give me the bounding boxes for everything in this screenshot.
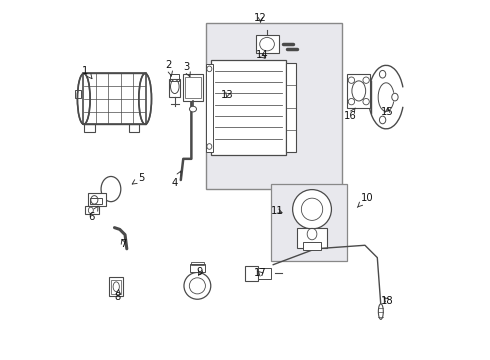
Text: 17: 17 [254,268,267,278]
Bar [245,266,258,280]
Bar [85,206,98,214]
Bar [206,64,213,152]
Ellipse shape [171,80,179,94]
Ellipse shape [77,73,90,124]
Bar [347,74,370,108]
Text: 11: 11 [271,206,284,216]
Text: 6: 6 [88,206,98,222]
Text: 2: 2 [166,60,172,76]
Ellipse shape [184,273,211,299]
Bar [74,90,81,98]
Text: 16: 16 [344,108,357,121]
Bar [212,60,286,155]
Text: 14: 14 [256,50,268,60]
Text: 8: 8 [115,289,121,302]
Bar [83,73,146,124]
Text: 9: 9 [196,267,203,278]
Bar [271,184,347,261]
Ellipse shape [378,304,383,319]
Text: 15: 15 [381,107,394,117]
Text: 3: 3 [183,62,190,77]
Bar [83,73,146,124]
Text: 5: 5 [132,173,144,184]
Bar [303,242,321,249]
Bar [183,74,203,100]
Bar [191,262,204,265]
Bar [109,277,123,296]
Bar [185,77,201,98]
Bar [169,80,180,97]
Text: 1: 1 [82,66,92,79]
Text: 18: 18 [381,296,394,306]
Bar [88,193,106,206]
Ellipse shape [101,176,121,202]
Bar [128,124,139,132]
Text: 4: 4 [172,171,181,188]
Text: 10: 10 [357,193,373,207]
Ellipse shape [293,190,331,229]
Bar [256,35,278,53]
Bar [190,264,205,273]
Bar [206,23,342,189]
Bar [286,63,296,153]
Text: 13: 13 [221,90,234,100]
Text: 12: 12 [254,13,267,23]
Bar [84,124,95,132]
Ellipse shape [190,106,196,112]
Ellipse shape [139,73,151,124]
Bar [170,74,179,81]
Bar [111,280,121,294]
Bar [297,228,326,248]
Bar [90,198,102,204]
Text: 7: 7 [120,239,126,248]
Bar [259,268,271,279]
